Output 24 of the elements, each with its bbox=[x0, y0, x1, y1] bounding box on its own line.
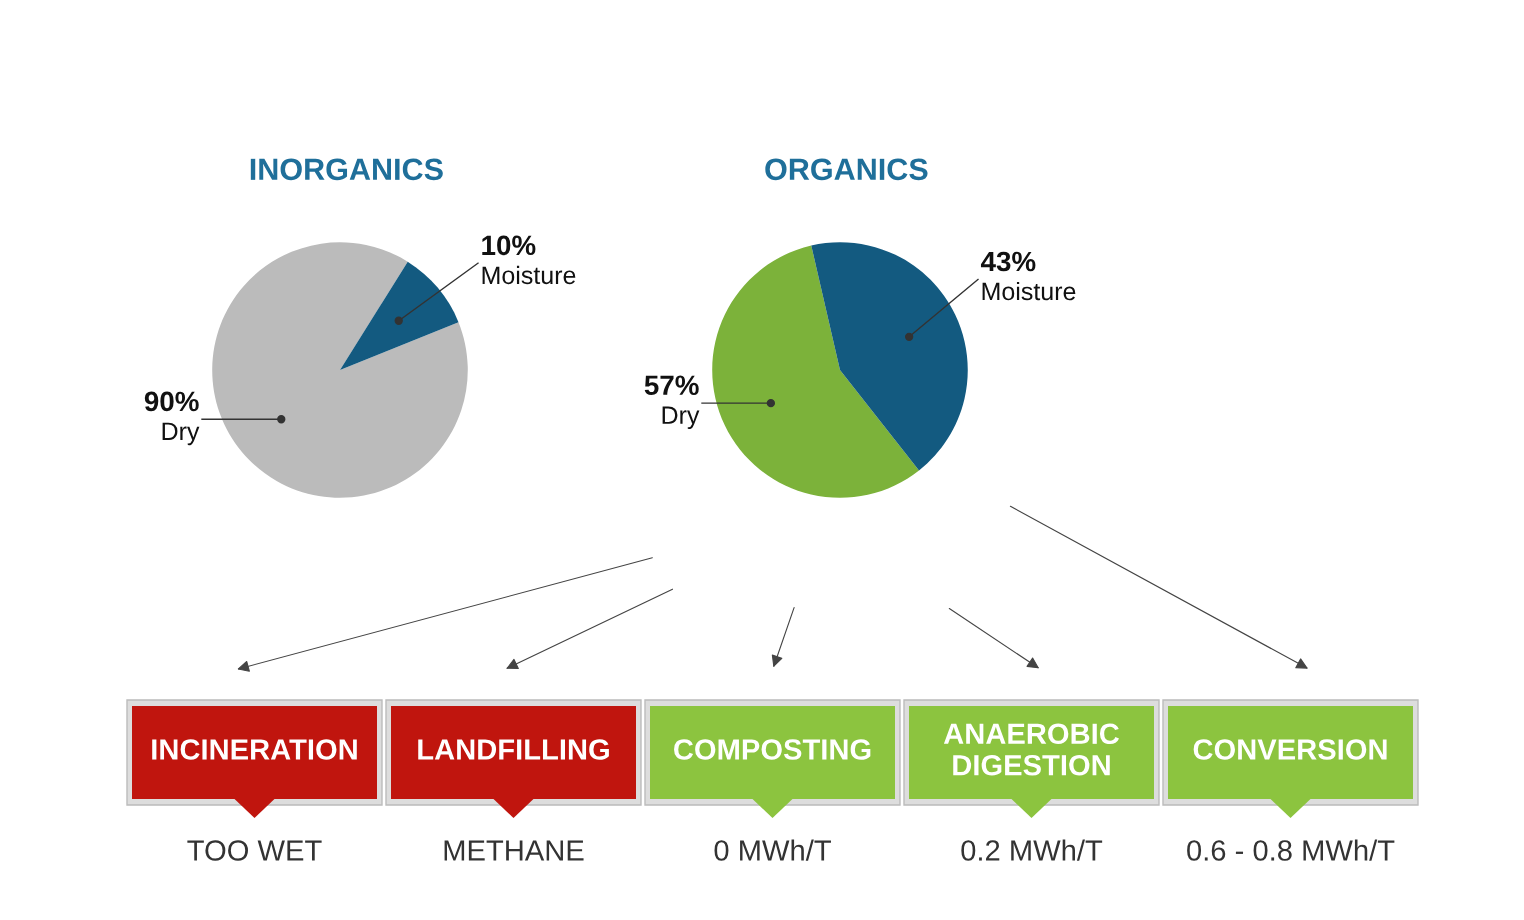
category-label: ANAEROBIC DIGESTION bbox=[943, 723, 1120, 776]
chart-title: INORGANICS bbox=[250, 158, 443, 181]
text: 0.2 MWh/T bbox=[961, 839, 1103, 861]
category-label: INCINERATION bbox=[152, 739, 357, 760]
slice-label: Dry bbox=[662, 406, 700, 429]
slice-label: Moisture bbox=[482, 265, 576, 285]
category-label: CONVERSION bbox=[1193, 739, 1387, 760]
data-label: 57% bbox=[644, 375, 699, 396]
pie-slice bbox=[212, 242, 468, 498]
text: TOO WET bbox=[187, 840, 322, 861]
pie-slice bbox=[811, 242, 968, 471]
data-label: 90% bbox=[144, 391, 199, 412]
text: 0.6 - 0.8 MWh/T bbox=[1187, 839, 1395, 861]
data-label: 43% bbox=[980, 251, 1036, 272]
data-label: 10% bbox=[482, 235, 536, 256]
pie-slice bbox=[712, 245, 920, 498]
category-label: COMPOSTING bbox=[674, 739, 871, 760]
text: 0 MWh/T bbox=[714, 839, 831, 861]
text: METHANE bbox=[444, 840, 584, 861]
pie-slice bbox=[340, 261, 459, 370]
slice-label: Dry bbox=[162, 422, 200, 446]
category-label: LANDFILLING bbox=[418, 739, 609, 760]
slice-label: Moisture bbox=[982, 281, 1076, 301]
chart-title: ORGANICS bbox=[765, 158, 928, 181]
